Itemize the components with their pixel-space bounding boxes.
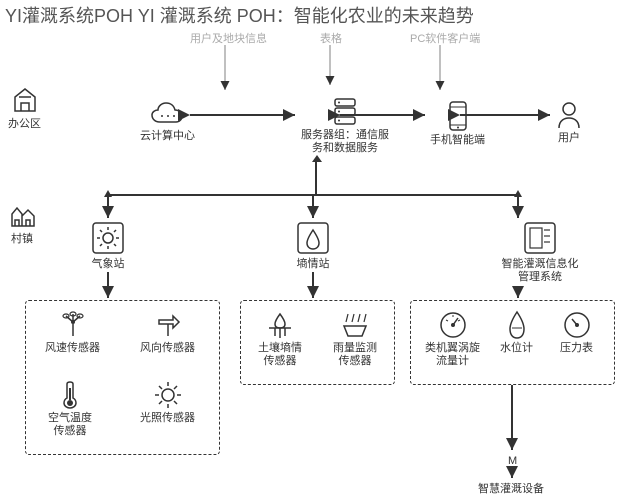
rain-sensor-box: 雨量监测传感器 [330, 310, 380, 368]
rain-sensor-icon [340, 310, 370, 340]
water-level-box: 水位计 [500, 310, 533, 355]
village-icon-box: 村镇 [8, 200, 36, 246]
weather-label: 气象站 [92, 258, 125, 271]
server-icon [329, 95, 361, 127]
bottom-device-label: 智慧灌溉设备 [478, 480, 544, 496]
weather-icon [90, 220, 126, 256]
phone-icon [446, 100, 470, 132]
weather-box: 气象站 [90, 220, 126, 271]
wind-dir-box: 风向传感器 [140, 310, 195, 355]
rain-sensor-label: 雨量监测传感器 [330, 342, 380, 368]
wind-speed-icon [58, 310, 88, 340]
phone-box: 手机智能端 [430, 100, 485, 147]
soil-box: 墒情站 [295, 220, 331, 271]
user-label: 用户 [558, 132, 580, 145]
cloud-label: 云计算中心 [140, 130, 195, 143]
wind-dir-icon [153, 310, 183, 340]
ghost-label-user-plot: 用户及地块信息 [190, 30, 267, 46]
ghost-label-pc: PC软件客户端 [410, 30, 480, 46]
irrigation-sys-icon [522, 220, 558, 256]
flow-label: 类机翼涡旋流量计 [425, 342, 480, 368]
soil-sensor-box: 土壤墒情传感器 [255, 310, 305, 368]
irrigation-sys-label: 智能灌溉信息化管理系统 [500, 258, 580, 284]
soil-sensor-icon [265, 310, 295, 340]
light-box: 光照传感器 [140, 380, 195, 425]
user-icon [555, 100, 583, 130]
cloud-icon [148, 100, 188, 128]
pressure-icon [562, 310, 592, 340]
pressure-box: 压力表 [560, 310, 593, 355]
cloud-box: 云计算中心 [140, 100, 195, 143]
user-box: 用户 [555, 100, 583, 145]
village-icon [8, 200, 36, 228]
air-temp-box: 空气温度传感器 [45, 380, 95, 438]
office-icon-box: 办公区 [8, 85, 41, 131]
wind-speed-label: 风速传感器 [45, 342, 100, 355]
soil-icon [295, 220, 331, 256]
ghost-label-table: 表格 [320, 30, 342, 46]
server-box: 服务器组：通信服务和数据服务 [300, 95, 390, 155]
page-title: YI灌溉系统POH YI 灌溉系统 POH：智能化农业的未来趋势 [5, 5, 621, 28]
water-level-label: 水位计 [500, 342, 533, 355]
pressure-label: 压力表 [560, 342, 593, 355]
office-label: 办公区 [8, 115, 41, 131]
phone-label: 手机智能端 [430, 134, 485, 147]
wind-dir-label: 风向传感器 [140, 342, 195, 355]
flow-icon [438, 310, 468, 340]
office-icon [11, 85, 39, 113]
light-label: 光照传感器 [140, 412, 195, 425]
water-level-icon [504, 310, 530, 340]
village-label: 村镇 [11, 230, 33, 246]
air-temp-label: 空气温度传感器 [45, 412, 95, 438]
wind-speed-box: 风速传感器 [45, 310, 100, 355]
light-icon [153, 380, 183, 410]
soil-label: 墒情站 [297, 258, 330, 271]
air-temp-icon [55, 380, 85, 410]
soil-sensor-label: 土壤墒情传感器 [255, 342, 305, 368]
irrigation-sys-box: 智能灌溉信息化管理系统 [500, 220, 580, 284]
server-label: 服务器组：通信服务和数据服务 [300, 129, 390, 155]
flow-box: 类机翼涡旋流量计 [425, 310, 480, 368]
letter-m: M [508, 455, 517, 467]
